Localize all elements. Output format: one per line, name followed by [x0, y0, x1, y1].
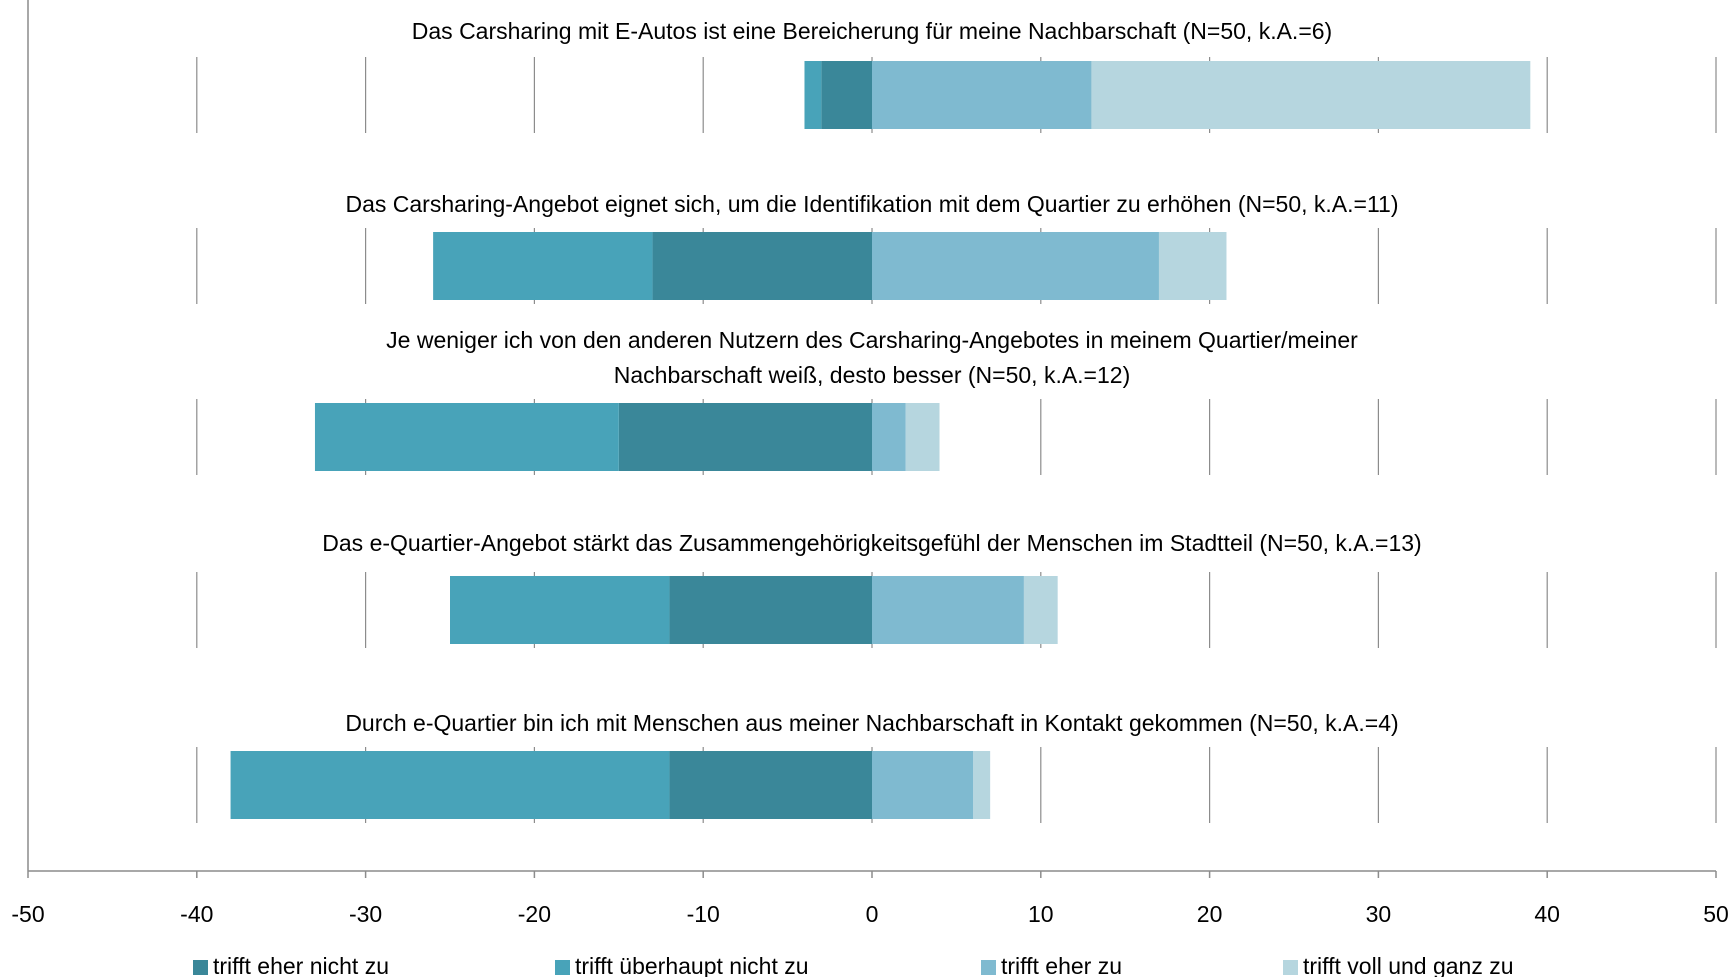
- bar: [872, 576, 1024, 644]
- x-tick-label: -50: [11, 901, 44, 927]
- x-tick-label: -40: [180, 901, 213, 927]
- legend-label: trifft eher nicht zu: [213, 953, 389, 977]
- category-label: Das e-Quartier-Angebot stärkt das Zusamm…: [322, 530, 1421, 556]
- bar: [450, 576, 670, 644]
- x-tick-label: -20: [518, 901, 551, 927]
- legend-label: trifft überhaupt nicht zu: [575, 953, 809, 977]
- bar: [618, 403, 872, 471]
- legend-swatch: [981, 960, 996, 975]
- x-tick-label: 50: [1703, 901, 1729, 927]
- category-label: Das Carsharing mit E-Autos ist eine Bere…: [412, 18, 1332, 44]
- legend-label: trifft eher zu: [1001, 953, 1122, 977]
- x-tick-label: 0: [866, 901, 879, 927]
- legend-swatch: [555, 960, 570, 975]
- bar: [872, 751, 974, 819]
- category-label: Je weniger ich von den anderen Nutzern d…: [386, 327, 1358, 388]
- bar: [1158, 232, 1227, 300]
- legend-swatch: [1283, 960, 1298, 975]
- bar: [669, 751, 872, 819]
- category-label: Das Carsharing-Angebot eignet sich, um d…: [345, 191, 1398, 217]
- bar: [821, 61, 872, 129]
- bar: [973, 751, 991, 819]
- bar: [433, 232, 653, 300]
- x-tick-label: 10: [1028, 901, 1054, 927]
- bar: [1091, 61, 1531, 129]
- bar: [872, 403, 906, 471]
- bar: [314, 403, 619, 471]
- x-tick-label: 30: [1366, 901, 1392, 927]
- x-tick-label: 20: [1197, 901, 1223, 927]
- bar: [905, 403, 940, 471]
- bar: [804, 61, 822, 129]
- bar: [230, 751, 670, 819]
- legend-label: trifft voll und ganz zu: [1303, 953, 1514, 977]
- x-tick-label: 40: [1534, 901, 1560, 927]
- bar: [669, 576, 872, 644]
- legend-swatch: [193, 960, 208, 975]
- bar: [872, 232, 1159, 300]
- bar: [872, 61, 1092, 129]
- x-tick-label: -10: [687, 901, 720, 927]
- bar: [1023, 576, 1058, 644]
- category-label: Durch e-Quartier bin ich mit Menschen au…: [345, 710, 1398, 736]
- x-tick-label: -30: [349, 901, 382, 927]
- bar: [652, 232, 872, 300]
